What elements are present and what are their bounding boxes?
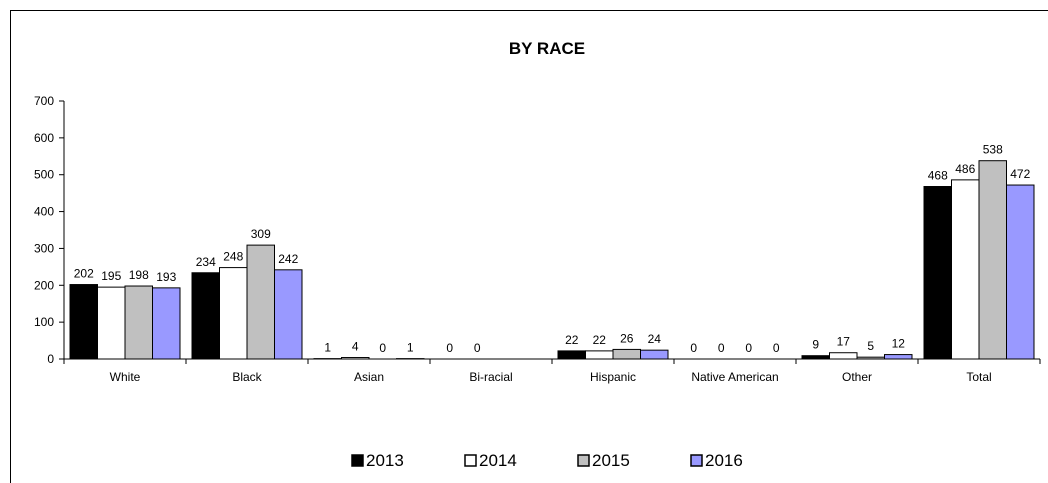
bar (1006, 184, 1035, 360)
data-label: 12 (892, 337, 906, 351)
bar (124, 285, 153, 360)
data-label: 472 (1010, 167, 1030, 181)
legend-label: 2014 (479, 451, 517, 470)
bar (219, 267, 248, 360)
bar (274, 269, 303, 360)
y-tick-label: 700 (34, 94, 54, 108)
data-label: 538 (983, 143, 1003, 157)
data-label: 242 (278, 252, 298, 266)
y-axis: 0 100 200 300 400 500 600 700 (34, 94, 65, 366)
legend-swatch (690, 454, 703, 467)
data-label: 1 (407, 341, 414, 355)
bar (829, 352, 858, 360)
bar (152, 287, 181, 360)
bar (557, 350, 586, 360)
legend-swatch (351, 454, 364, 467)
data-label: 193 (156, 270, 176, 284)
x-tick-label: Hispanic (590, 370, 636, 384)
bar (612, 348, 641, 360)
y-tick-label: 400 (34, 205, 54, 219)
data-label: 195 (101, 269, 121, 283)
data-label: 0 (446, 341, 453, 355)
data-label: 22 (565, 333, 579, 347)
legend-label: 2016 (705, 451, 743, 470)
data-label: 26 (620, 331, 634, 345)
bar (246, 244, 275, 360)
bar (923, 186, 952, 360)
data-label: 22 (593, 333, 607, 347)
bar (97, 286, 126, 360)
data-label: 309 (251, 227, 271, 241)
data-label: 0 (690, 341, 697, 355)
data-label: 0 (745, 341, 752, 355)
legend-swatch (464, 454, 477, 467)
legend-swatch (577, 454, 590, 467)
y-tick-label: 600 (34, 131, 54, 145)
y-tick-label: 100 (34, 315, 54, 329)
data-label: 0 (379, 341, 386, 355)
chart-title: BY RACE (509, 39, 585, 58)
x-tick-label: Bi-racial (469, 370, 512, 384)
data-label: 5 (867, 339, 874, 353)
data-label: 234 (196, 255, 216, 269)
bar (640, 349, 669, 360)
bar (585, 350, 614, 360)
x-tick-label: Asian (354, 370, 384, 384)
data-label: 4 (352, 340, 359, 354)
bar-series-group (69, 160, 1035, 360)
bar (951, 179, 980, 360)
data-label: 0 (718, 341, 725, 355)
data-label: 468 (928, 169, 948, 183)
data-label: 0 (474, 341, 481, 355)
data-label: 17 (837, 335, 851, 349)
data-labels-group: 202 195 198 193 234 248 309 242 1 4 0 1 0 0 22 22 26 24 0 0… (74, 143, 1031, 355)
x-axis: White Black Asian Bi-racial Hispanic Native A… (63, 358, 1041, 384)
x-tick-label: Other (842, 370, 872, 384)
bar (978, 160, 1007, 360)
bar (191, 272, 220, 360)
bar (884, 354, 913, 360)
y-tick-label: 300 (34, 241, 54, 255)
legend: 2013 2014 2015 2016 (351, 451, 743, 470)
x-tick-label: Total (966, 370, 991, 384)
y-tick-label: 500 (34, 168, 54, 182)
data-label: 202 (74, 267, 94, 281)
data-label: 248 (223, 250, 243, 264)
x-tick-label: Black (232, 370, 262, 384)
data-label: 0 (773, 341, 780, 355)
data-label: 9 (812, 338, 819, 352)
data-label: 1 (324, 341, 331, 355)
y-tick-label: 0 (47, 352, 54, 366)
x-tick-label: Native American (691, 370, 778, 384)
data-label: 198 (129, 268, 149, 282)
data-label: 486 (955, 162, 975, 176)
bar (69, 284, 98, 360)
chart-border (10, 10, 1048, 483)
legend-label: 2015 (592, 451, 630, 470)
data-label: 24 (648, 332, 662, 346)
legend-label: 2013 (366, 451, 404, 470)
y-tick-label: 200 (34, 278, 54, 292)
x-tick-label: White (110, 370, 141, 384)
